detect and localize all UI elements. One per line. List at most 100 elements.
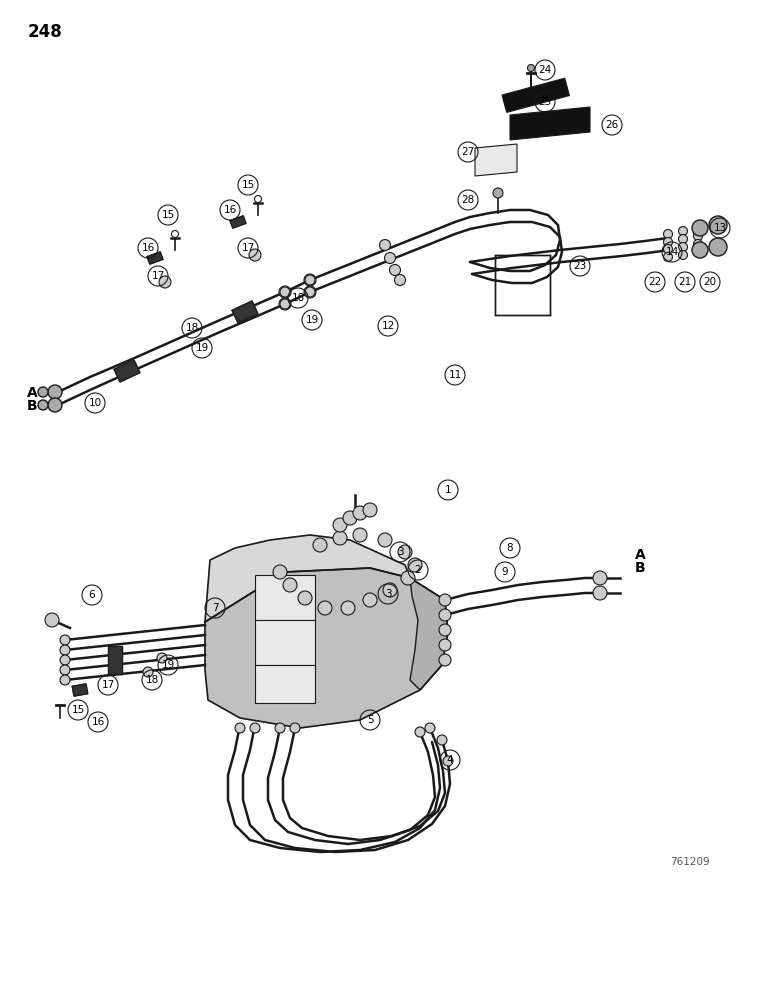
Text: 19: 19: [306, 315, 319, 325]
Text: 4: 4: [447, 755, 453, 765]
Bar: [502, 78, 570, 112]
Text: 15: 15: [161, 210, 174, 220]
Text: 24: 24: [538, 65, 552, 75]
Bar: [255, 575, 315, 620]
Circle shape: [38, 387, 48, 397]
Circle shape: [693, 232, 703, 240]
Circle shape: [157, 653, 167, 663]
Text: 761209: 761209: [670, 857, 709, 867]
Circle shape: [60, 645, 70, 655]
Text: 2: 2: [415, 565, 422, 575]
Circle shape: [401, 571, 415, 585]
Circle shape: [398, 545, 412, 559]
Circle shape: [709, 216, 727, 234]
Text: 1: 1: [445, 485, 452, 495]
Circle shape: [693, 239, 703, 248]
Circle shape: [363, 593, 377, 607]
Circle shape: [363, 503, 377, 517]
Text: 9: 9: [502, 567, 508, 577]
Circle shape: [593, 571, 607, 585]
Circle shape: [378, 533, 392, 547]
Circle shape: [249, 249, 261, 261]
Text: 19: 19: [161, 660, 174, 670]
Circle shape: [235, 723, 245, 733]
Circle shape: [394, 274, 405, 286]
Circle shape: [305, 287, 315, 297]
Circle shape: [304, 274, 316, 286]
Polygon shape: [114, 360, 140, 382]
Circle shape: [692, 220, 708, 236]
Text: 17: 17: [151, 271, 164, 281]
Circle shape: [593, 586, 607, 600]
Polygon shape: [232, 301, 258, 323]
Polygon shape: [410, 578, 448, 690]
Circle shape: [437, 735, 447, 745]
Circle shape: [318, 601, 332, 615]
Circle shape: [692, 242, 708, 258]
Circle shape: [333, 531, 347, 545]
Circle shape: [48, 398, 62, 412]
Circle shape: [143, 667, 153, 677]
Polygon shape: [475, 144, 517, 176]
Circle shape: [679, 234, 688, 243]
Circle shape: [283, 578, 297, 592]
Circle shape: [273, 565, 287, 579]
Polygon shape: [230, 216, 246, 228]
Text: B: B: [635, 561, 645, 575]
Circle shape: [439, 609, 451, 621]
Polygon shape: [108, 646, 122, 674]
Circle shape: [709, 238, 727, 256]
Circle shape: [415, 727, 425, 737]
Circle shape: [343, 511, 357, 525]
Circle shape: [171, 231, 178, 237]
Text: 16: 16: [223, 205, 237, 215]
Circle shape: [60, 675, 70, 685]
Text: 18: 18: [291, 293, 305, 303]
Circle shape: [280, 299, 290, 309]
Text: 15: 15: [242, 180, 255, 190]
Polygon shape: [205, 568, 448, 728]
Circle shape: [60, 655, 70, 665]
Circle shape: [275, 723, 285, 733]
Text: 28: 28: [462, 195, 475, 205]
Circle shape: [443, 756, 453, 766]
Circle shape: [353, 506, 367, 520]
Text: 13: 13: [713, 223, 726, 233]
Circle shape: [250, 723, 260, 733]
Text: 18: 18: [185, 323, 198, 333]
Circle shape: [679, 242, 688, 251]
Polygon shape: [510, 107, 590, 140]
Circle shape: [663, 237, 672, 246]
Circle shape: [527, 64, 534, 72]
Circle shape: [663, 252, 672, 261]
Circle shape: [45, 613, 59, 627]
Circle shape: [384, 252, 395, 263]
Circle shape: [60, 635, 70, 645]
Circle shape: [341, 601, 355, 615]
Text: 6: 6: [89, 590, 95, 600]
Circle shape: [493, 188, 503, 198]
Text: 12: 12: [381, 321, 394, 331]
Text: 23: 23: [574, 261, 587, 271]
Text: 20: 20: [703, 277, 716, 287]
Circle shape: [60, 665, 70, 675]
Text: 19: 19: [195, 343, 208, 353]
Circle shape: [298, 591, 312, 605]
Circle shape: [439, 654, 451, 666]
Circle shape: [48, 385, 62, 399]
Circle shape: [693, 224, 703, 232]
Circle shape: [425, 723, 435, 733]
Text: 16: 16: [141, 243, 154, 253]
Bar: [255, 620, 315, 665]
Text: 18: 18: [145, 675, 158, 685]
Polygon shape: [205, 535, 410, 622]
Text: 14: 14: [665, 247, 679, 257]
Text: 3: 3: [397, 547, 403, 557]
Circle shape: [279, 298, 291, 310]
Polygon shape: [73, 684, 88, 696]
Circle shape: [38, 400, 48, 410]
Text: 26: 26: [605, 120, 618, 130]
Circle shape: [663, 230, 672, 238]
Circle shape: [333, 518, 347, 532]
Text: 22: 22: [648, 277, 662, 287]
